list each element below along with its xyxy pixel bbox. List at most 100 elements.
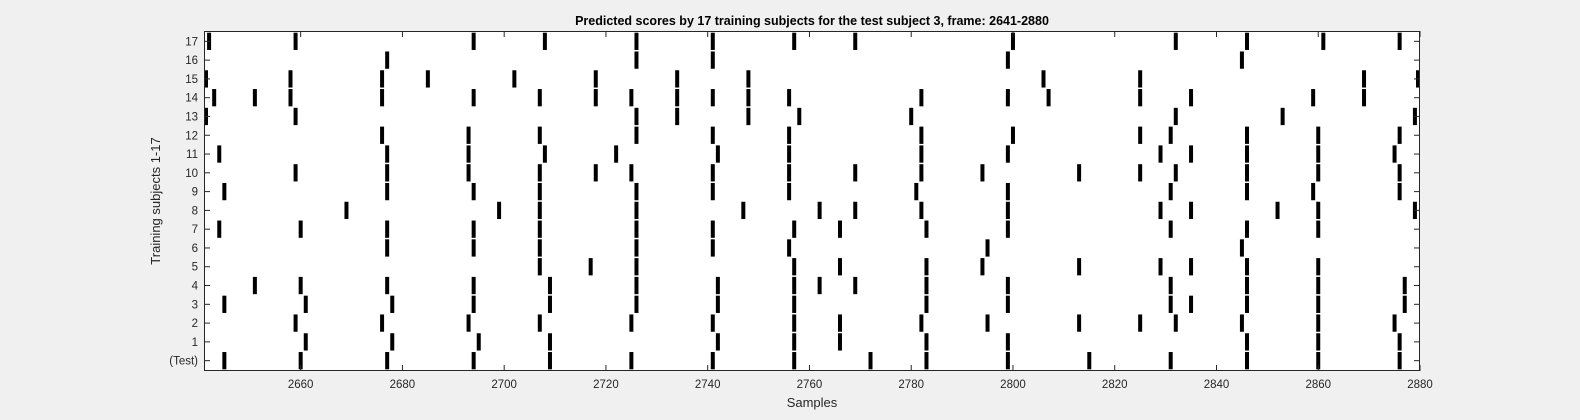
event-mark-row-7-0	[217, 220, 222, 238]
event-mark-row-14-14	[1046, 89, 1051, 107]
event-mark-row-10-15	[1316, 164, 1321, 182]
event-mark-row-6-5	[787, 239, 792, 257]
event-mark-row-12-3	[634, 126, 639, 144]
event-mark-row-5-6	[980, 258, 985, 276]
y-tick-label: 17	[185, 36, 198, 48]
event-mark-row-10-4	[593, 164, 598, 182]
event-mark-row-17-6	[792, 32, 797, 50]
event-mark-row-15-9	[1138, 70, 1143, 88]
event-mark-row-10-6	[710, 164, 715, 182]
x-tick-label: 2820	[1102, 379, 1128, 391]
event-mark-row-1-1	[390, 333, 395, 351]
event-mark-row-3-6	[715, 295, 720, 313]
event-mark-row-13-5	[797, 107, 802, 126]
event-mark-row-11-7	[919, 145, 924, 163]
y-tick-label: 4	[192, 281, 199, 293]
event-mark-row-4-5	[634, 276, 639, 295]
event-mark-row-10-13	[1173, 164, 1178, 182]
event-mark-row-11-5	[715, 145, 720, 163]
x-tick-label: 2880	[1407, 379, 1433, 391]
event-mark-row-2-8	[919, 314, 924, 332]
event-mark-row-13-8	[1280, 107, 1285, 126]
event-mark-row-1-2	[476, 333, 481, 351]
event-mark-row-8-8	[1005, 201, 1010, 220]
event-mark-row-10-0	[293, 164, 298, 182]
event-mark-row-14-5	[537, 89, 542, 107]
x-tick-label: 2700	[491, 379, 517, 391]
x-tick-label: 2800	[1000, 379, 1026, 391]
event-mark-row-2-7	[837, 314, 842, 332]
event-mark-row-7-4	[537, 220, 542, 238]
event-mark-row-1-6	[837, 333, 842, 351]
event-mark-row-0-0	[222, 352, 227, 370]
event-mark-row-12-6	[919, 126, 924, 144]
event-mark-row-0-2	[385, 352, 390, 370]
event-mark-row-12-11	[1316, 126, 1321, 144]
event-mark-row-15-4	[512, 70, 517, 88]
event-mark-row-14-6	[593, 89, 598, 107]
event-mark-row-15-6	[675, 70, 680, 88]
plot-area	[204, 31, 1420, 371]
event-mark-row-14-8	[675, 89, 680, 107]
event-mark-row-14-10	[746, 89, 751, 107]
event-mark-row-8-5	[817, 201, 822, 220]
event-mark-row-0-4	[547, 352, 552, 370]
event-mark-row-7-6	[710, 220, 715, 238]
event-mark-row-2-15	[1392, 314, 1397, 332]
event-mark-row-7-10	[1005, 220, 1010, 238]
x-tick-label: 2720	[593, 379, 619, 391]
x-axis-label: Samples	[787, 395, 838, 410]
event-mark-row-17-12	[1397, 32, 1402, 50]
event-mark-row-16-3	[1005, 51, 1010, 69]
event-mark-row-1-3	[547, 333, 552, 351]
event-mark-row-9-4	[634, 182, 639, 201]
event-mark-row-9-7	[914, 182, 919, 201]
event-mark-row-5-8	[1158, 258, 1163, 276]
event-mark-row-7-9	[924, 220, 929, 238]
event-mark-row-0-1	[298, 352, 303, 370]
event-mark-row-5-9	[1189, 258, 1194, 276]
event-mark-row-16-2	[710, 51, 715, 69]
event-mark-row-11-12	[1316, 145, 1321, 163]
event-mark-row-8-7	[919, 201, 924, 220]
event-mark-row-14-15	[1138, 89, 1143, 107]
event-mark-row-9-8	[1005, 182, 1010, 201]
event-mark-row-11-11	[1245, 145, 1250, 163]
event-mark-row-9-6	[787, 182, 792, 201]
event-mark-row-7-2	[385, 220, 390, 238]
event-mark-row-12-8	[1138, 126, 1143, 144]
event-mark-row-3-7	[792, 295, 797, 313]
event-mark-row-4-14	[1316, 276, 1321, 295]
event-mark-row-7-1	[298, 220, 303, 238]
event-mark-row-10-14	[1245, 164, 1250, 182]
y-axis-label: Training subjects 1-17	[148, 137, 163, 264]
event-mark-row-3-0	[222, 295, 227, 313]
event-mark-row-4-13	[1245, 276, 1250, 295]
event-mark-row-0-9	[924, 352, 929, 370]
event-mark-row-4-15	[1402, 276, 1407, 295]
event-mark-row-8-2	[537, 201, 542, 220]
y-tick-label: 13	[185, 111, 198, 123]
event-mark-row-1-0	[303, 333, 308, 351]
event-mark-row-2-13	[1239, 314, 1244, 332]
event-mark-row-2-12	[1173, 314, 1178, 332]
event-mark-row-10-12	[1138, 164, 1143, 182]
event-mark-row-10-1	[385, 164, 390, 182]
event-mark-row-4-2	[385, 276, 390, 295]
event-mark-row-8-3	[634, 201, 639, 220]
y-tick-label: (Test)	[169, 356, 198, 368]
y-tick-label: 11	[186, 149, 198, 161]
event-mark-row-9-0	[222, 182, 227, 201]
event-mark-row-15-10	[1362, 70, 1367, 88]
event-mark-row-2-2	[466, 314, 471, 332]
event-mark-row-5-7	[1077, 258, 1082, 276]
event-mark-row-12-2	[537, 126, 542, 144]
event-mark-row-12-0	[380, 126, 385, 144]
event-mark-row-14-11	[787, 89, 792, 107]
event-mark-row-2-4	[629, 314, 634, 332]
x-tick-label: 2840	[1204, 379, 1230, 391]
event-mark-row-0-12	[1168, 352, 1173, 370]
event-mark-row-6-4	[710, 239, 715, 257]
event-mark-row-2-11	[1138, 314, 1143, 332]
event-mark-row-10-11	[1077, 164, 1082, 182]
